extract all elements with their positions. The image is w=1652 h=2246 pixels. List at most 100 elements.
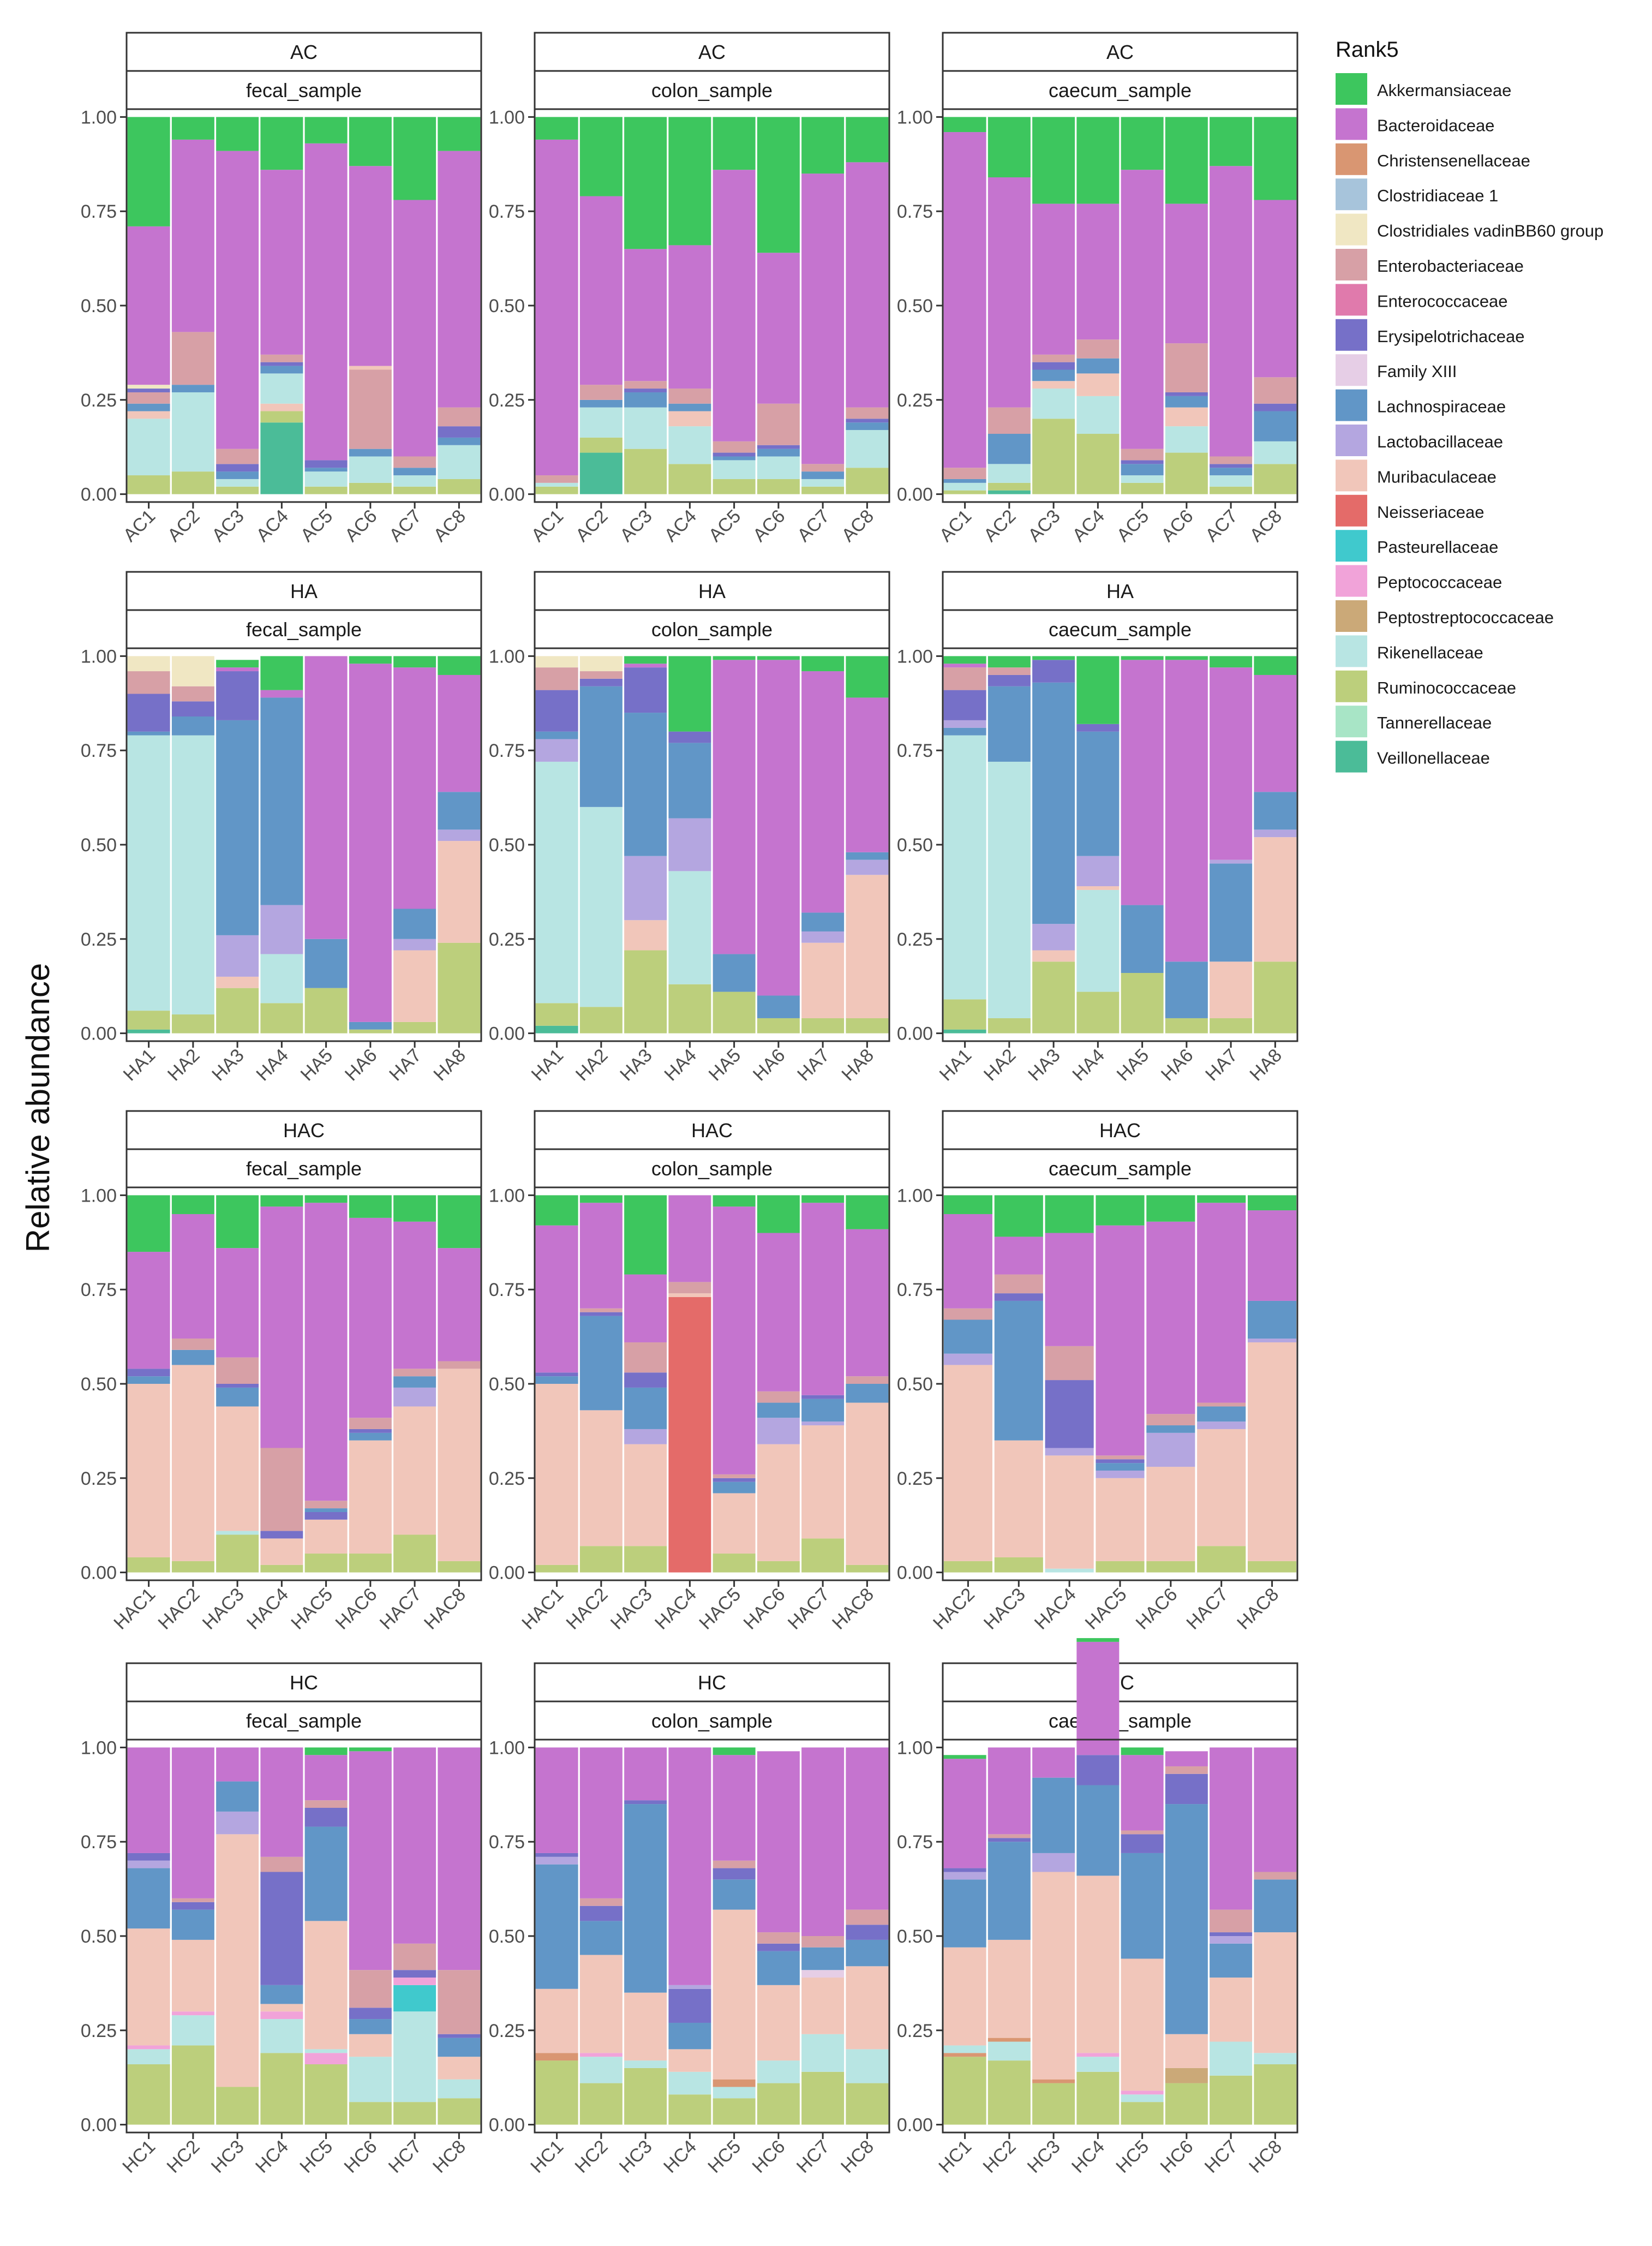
facet-strip-group: AC (942, 32, 1298, 72)
bar-segment (579, 2053, 623, 2057)
bar-segment (438, 151, 481, 408)
legend-item: Clostridiales vadinBB60 group (1336, 213, 1603, 246)
bar-segment (349, 1432, 392, 1441)
bar-segment (260, 905, 303, 954)
bar-segment (438, 674, 481, 792)
bar-segment (1121, 660, 1164, 905)
bar-segment (1032, 117, 1075, 204)
bars (943, 1195, 1297, 1573)
bar-segment (393, 1747, 436, 1944)
bar-segment (1254, 377, 1297, 404)
bar-segment (943, 2045, 986, 2053)
bar-stack (438, 117, 481, 494)
x-tick-label: HAC6 (332, 1584, 381, 1634)
bar-segment (438, 1361, 481, 1369)
facet-panel: AC fecal_sample 0.00 0.25 0.50 0.75 1.00 AC1 AC2… (81, 32, 482, 546)
bar-segment (216, 671, 259, 720)
y-tick-label: 0.25 (897, 929, 933, 950)
legend-swatch (1336, 319, 1367, 351)
bar-segment (1210, 1909, 1253, 1933)
bar-segment (127, 1868, 170, 1929)
legend-item: Akkermansiaceae (1336, 73, 1511, 105)
bar-segment (1076, 991, 1120, 1034)
bar-segment (216, 1384, 259, 1388)
bar-stack (304, 117, 348, 494)
bar-stack (535, 656, 578, 1034)
x-tick-label: AC4 (1068, 506, 1109, 546)
bar-segment (624, 407, 667, 449)
legend-swatch (1336, 213, 1367, 246)
bar-segment (1076, 1755, 1120, 1785)
bar-stack (668, 1747, 711, 2125)
strip-box (534, 1110, 890, 1150)
x-tick-label: AC6 (1157, 506, 1198, 546)
x-tick-label: HAC2 (929, 1584, 979, 1634)
x-tick-label: HC3 (615, 2136, 656, 2177)
bar-stack (1076, 117, 1120, 494)
legend-swatch (1336, 249, 1367, 280)
bar-stack (260, 117, 303, 494)
bar-segment (1210, 1936, 1253, 1944)
bar-segment (757, 2083, 800, 2125)
bar-segment (216, 667, 259, 672)
bar-segment (127, 411, 170, 419)
bar-stack (349, 656, 392, 1034)
bar-segment (260, 170, 303, 355)
bar-segment (438, 1970, 481, 2034)
bar-segment (579, 1308, 623, 1312)
bar-segment (535, 486, 578, 494)
bar-segment (757, 1391, 800, 1403)
facet-strip-sample: fecal_sample (125, 70, 482, 110)
bar-segment (943, 727, 986, 736)
bar-segment (579, 196, 623, 385)
bar-segment (624, 1804, 667, 1993)
bar-segment (1032, 419, 1075, 494)
bar-segment (801, 486, 845, 494)
bar-stack (216, 117, 259, 494)
bar-stack (1121, 1747, 1164, 2125)
bar-segment (1076, 1641, 1120, 1755)
bar-segment (535, 656, 578, 668)
bar-segment (1121, 475, 1164, 483)
bar-segment (171, 1561, 214, 1573)
bar-segment (668, 1985, 711, 1989)
y-tick-label: 0.00 (489, 1024, 525, 1044)
x-tick-label: HC1 (526, 2136, 567, 2177)
bar-segment (127, 1195, 170, 1252)
bar-stack (943, 1195, 992, 1573)
legend-item: Lactobacillaceae (1336, 425, 1503, 456)
strip-label-sample: fecal_sample (246, 79, 362, 101)
x-tick-label: HA5 (1113, 1045, 1153, 1085)
bar-segment (304, 486, 348, 494)
bar-segment (1197, 1402, 1246, 1407)
bar-segment (624, 2060, 667, 2068)
bar-stack (216, 1195, 259, 1573)
facet-panel: HA colon_sample 0.00 0.25 0.50 0.75 1.00 HA1 HA2… (489, 571, 890, 1085)
x-tick-label: HA8 (429, 1045, 470, 1085)
bar-segment (1254, 200, 1297, 378)
x-tick-label: AC2 (572, 506, 612, 546)
bar-segment (713, 1747, 756, 1755)
bar-segment (127, 1369, 170, 1377)
bar-segment (1165, 961, 1208, 1018)
strip-label-sample: fecal_sample (246, 1710, 362, 1732)
bar-segment (1210, 117, 1253, 166)
bar-segment (713, 170, 756, 441)
x-tick-label: HA2 (980, 1045, 1020, 1085)
x-tick-label: HA1 (119, 1045, 160, 1085)
strip-box (942, 571, 1298, 611)
bar-segment (393, 656, 436, 668)
bar-segment (579, 678, 623, 686)
bar-segment (668, 1293, 711, 1298)
bar-segment (943, 1195, 992, 1214)
bar-stack (535, 117, 578, 494)
bar-segment (846, 875, 889, 1018)
bar-segment (668, 1988, 711, 2023)
bar-segment (757, 1932, 800, 1944)
bar-segment (624, 449, 667, 494)
strip-label-sample: caecum_sample (1049, 618, 1192, 641)
bar-segment (304, 468, 348, 472)
y-tick-label: 0.00 (489, 1563, 525, 1584)
bar-segment (438, 426, 481, 438)
bar-segment (1165, 1773, 1208, 1805)
